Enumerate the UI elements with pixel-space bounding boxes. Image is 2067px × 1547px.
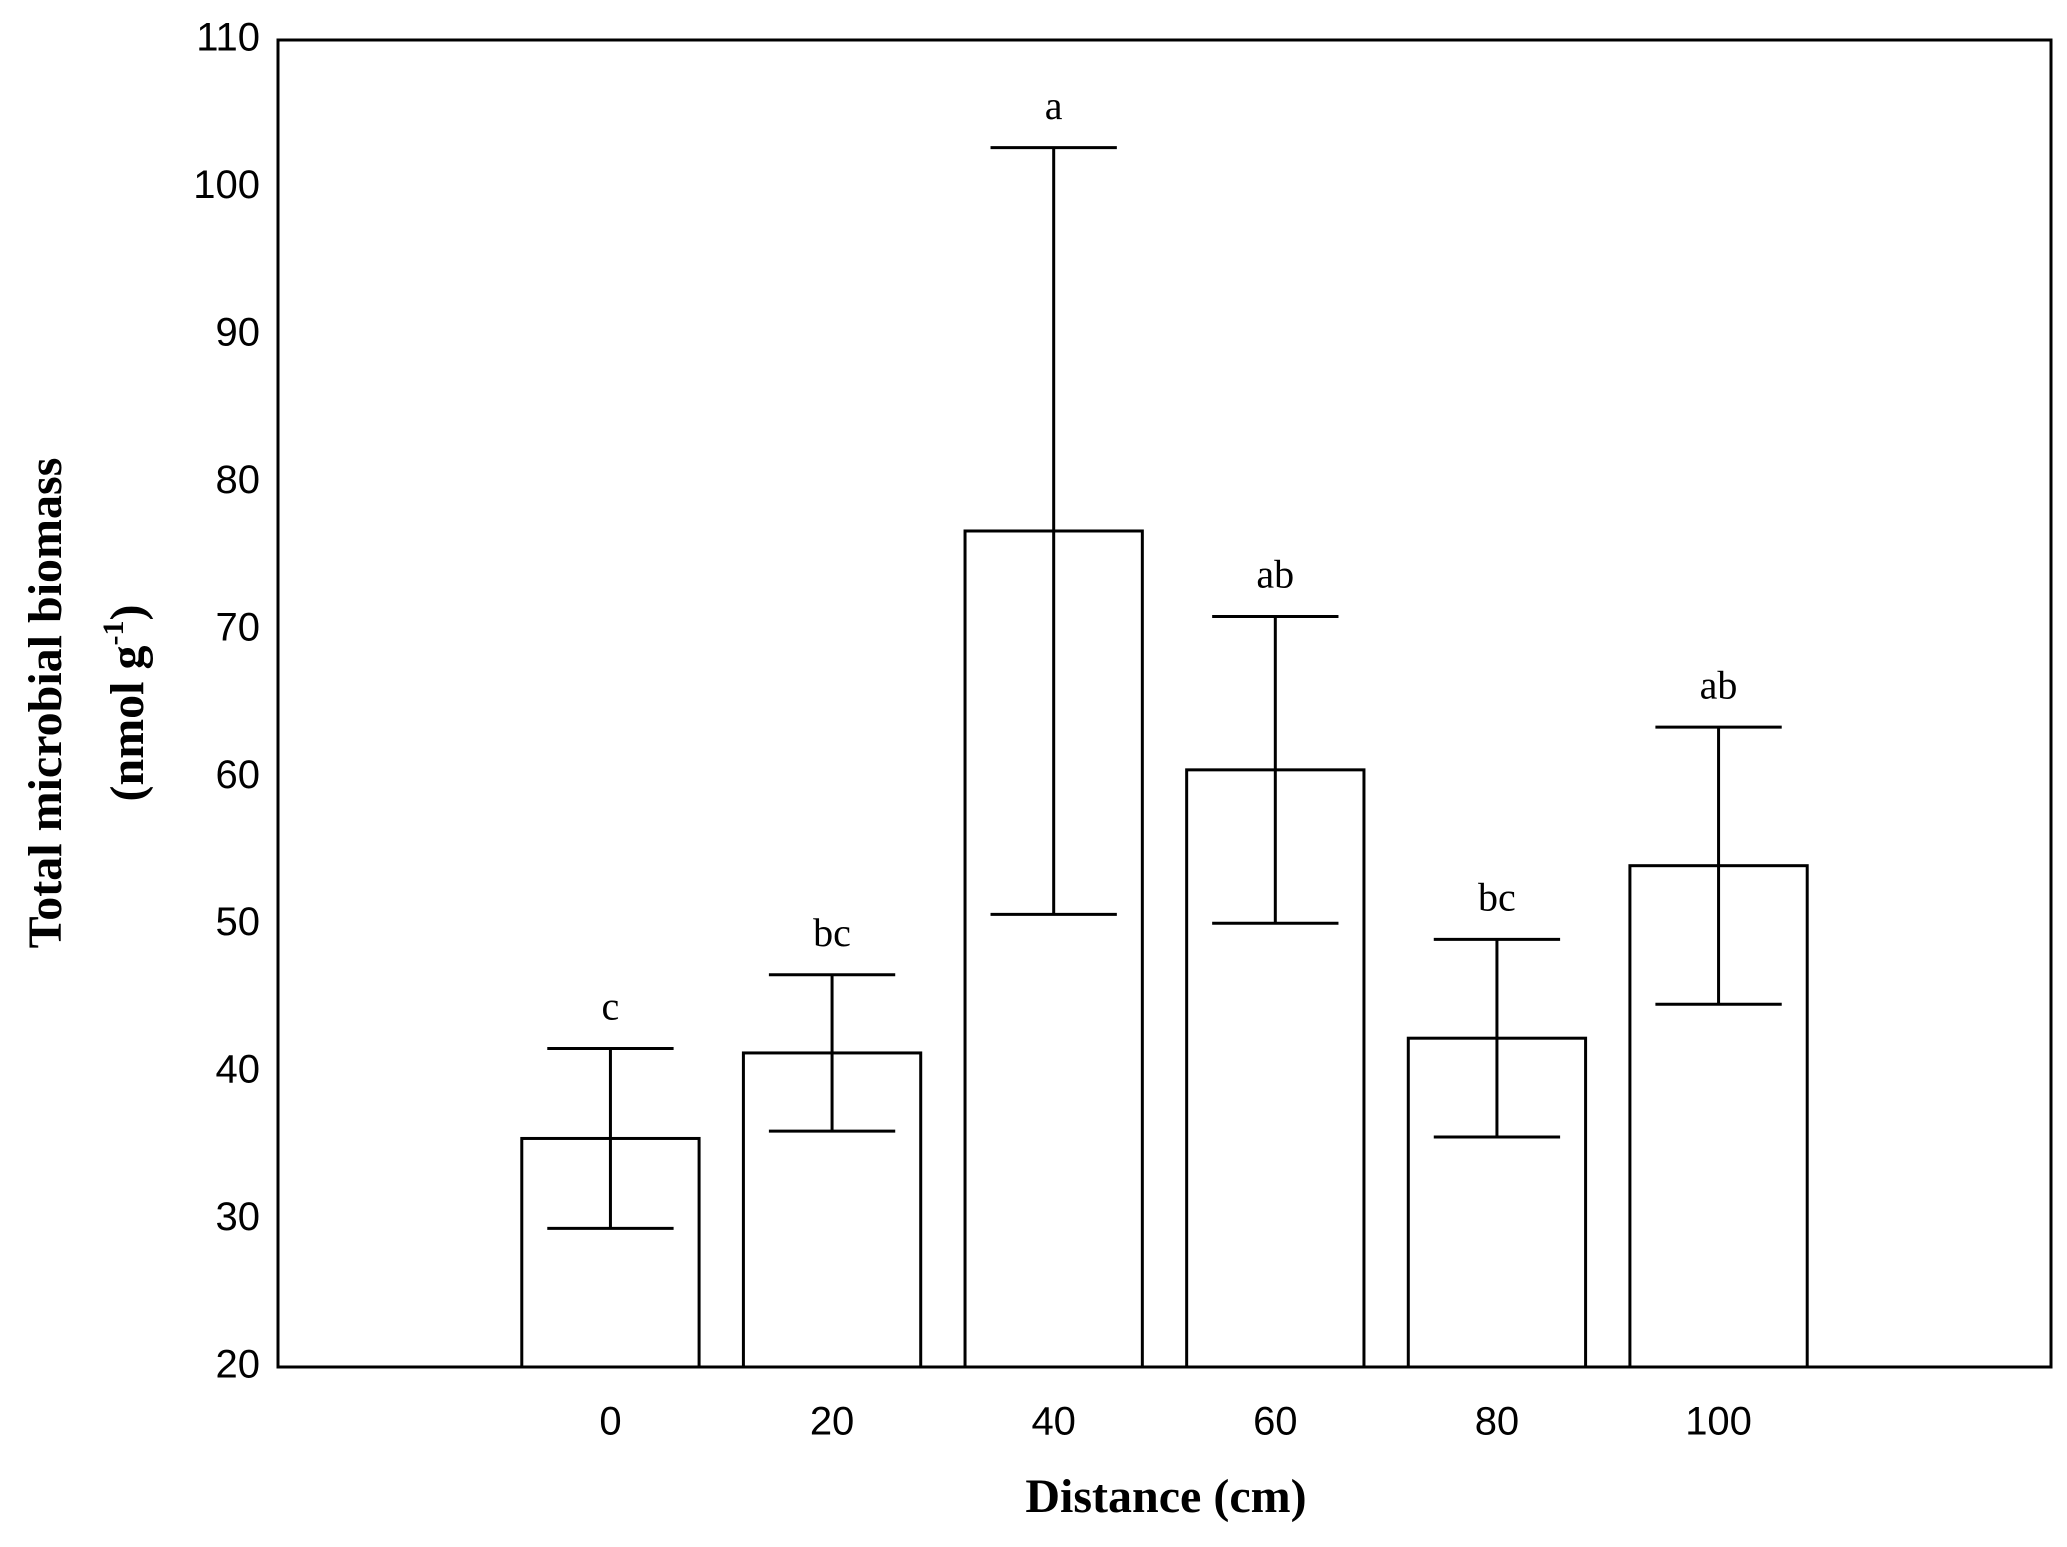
error-bar — [1655, 725, 1782, 1006]
significance-letter: bc — [1478, 875, 1516, 920]
x-tick-label: 40 — [1031, 1400, 1076, 1444]
significance-letter: c — [602, 984, 620, 1029]
y-tick-label: 110 — [196, 16, 260, 60]
y-tick-label: 90 — [216, 310, 261, 354]
y-axis-unit-group: (nmol g-1) — [97, 605, 154, 802]
y-axis-title-group: Total microbial biomass — [19, 458, 72, 949]
x-tick-label: 20 — [810, 1400, 855, 1444]
y-tick-label: 40 — [216, 1048, 261, 1092]
y-tick-label: 100 — [193, 163, 260, 207]
unit-text: (nmol g — [101, 645, 154, 801]
y-axis-unit: (nmol g-1) — [97, 605, 154, 802]
y-tick-label: 50 — [216, 900, 261, 944]
x-axis-title: Distance (cm) — [1025, 1470, 1306, 1523]
error-bar — [1433, 937, 1561, 1139]
error-bar — [990, 146, 1117, 916]
unit-exponent: -1 — [97, 620, 130, 645]
x-tick-label: 100 — [1685, 1400, 1752, 1444]
y-tick-label: 30 — [216, 1195, 261, 1239]
x-tick-label: 0 — [599, 1400, 621, 1444]
plot-frame — [276, 38, 2053, 1369]
unit-close: ) — [101, 605, 154, 621]
x-tick-label: 80 — [1475, 1400, 1520, 1444]
y-axis-title: Total microbial biomass — [19, 458, 72, 949]
error-bar — [547, 1047, 674, 1230]
y-tick-label: 80 — [216, 458, 261, 502]
y-tick-label: 20 — [216, 1343, 261, 1387]
significance-letter: ab — [1256, 552, 1294, 597]
significance-letter: bc — [813, 910, 851, 955]
x-tick-label: 60 — [1253, 1400, 1298, 1444]
significance-letter: ab — [1700, 662, 1738, 707]
y-tick-label: 60 — [216, 753, 261, 797]
significance-letter: a — [1045, 83, 1063, 128]
error-bar — [768, 973, 896, 1133]
y-tick-label: 70 — [216, 605, 261, 649]
error-bar — [1212, 615, 1339, 925]
